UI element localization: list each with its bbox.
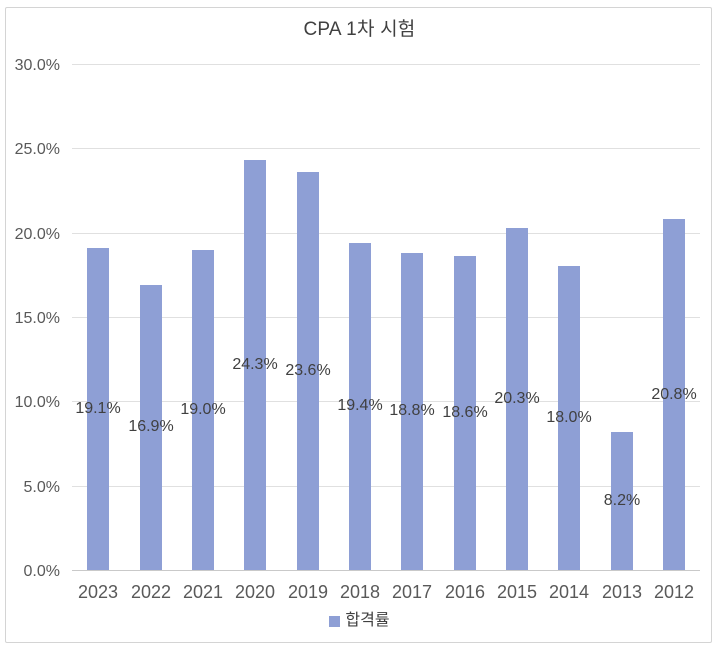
y-axis-tick-label: 0.0% bbox=[23, 563, 60, 580]
bar-2015 bbox=[506, 228, 528, 570]
data-label-2021: 19.0% bbox=[180, 401, 226, 418]
bar-2014 bbox=[558, 266, 580, 570]
chart-title: CPA 1차 시험 bbox=[303, 19, 416, 40]
bar-2013 bbox=[611, 432, 633, 570]
data-label-2018: 19.4% bbox=[337, 397, 383, 414]
data-label-2023: 19.1% bbox=[75, 400, 121, 417]
x-axis-tick-label-2022: 2022 bbox=[130, 582, 172, 602]
y-axis-tick-label: 25.0% bbox=[14, 141, 60, 158]
data-label-2016: 18.6% bbox=[442, 404, 488, 421]
x-axis-tick-label-2018: 2018 bbox=[339, 582, 381, 602]
data-label-2022: 16.9% bbox=[128, 418, 174, 435]
x-axis-tick-label-2013: 2013 bbox=[601, 582, 643, 602]
x-axis-tick-label-2020: 2020 bbox=[234, 582, 276, 602]
data-label-2015: 20.3% bbox=[494, 390, 540, 407]
bar-2012 bbox=[663, 219, 685, 570]
legend-label: 합격률 bbox=[345, 612, 390, 629]
data-label-2017: 18.8% bbox=[389, 402, 435, 419]
x-axis-tick-label-2017: 2017 bbox=[391, 582, 433, 602]
y-axis-tick-label: 10.0% bbox=[14, 394, 60, 411]
x-axis-tick-label-2021: 2021 bbox=[182, 582, 224, 602]
data-label-2014: 18.0% bbox=[546, 409, 592, 426]
bar-2023 bbox=[87, 248, 109, 570]
data-label-2013: 8.2% bbox=[603, 492, 641, 509]
y-axis-tick-label: 30.0% bbox=[14, 57, 60, 74]
x-axis-tick-label-2014: 2014 bbox=[548, 582, 590, 602]
x-axis-tick-label-2019: 2019 bbox=[287, 582, 329, 602]
bar-2020 bbox=[244, 160, 266, 570]
bar-2018 bbox=[349, 243, 371, 570]
gridline bbox=[72, 64, 700, 65]
x-axis-tick-label-2015: 2015 bbox=[496, 582, 538, 602]
x-axis-tick-label-2023: 2023 bbox=[77, 582, 119, 602]
gridline bbox=[72, 401, 700, 402]
data-label-2019: 23.6% bbox=[285, 362, 331, 379]
y-axis-tick-label: 15.0% bbox=[14, 310, 60, 327]
bar-2019 bbox=[297, 172, 319, 570]
gridline bbox=[72, 486, 700, 487]
legend-swatch-icon bbox=[329, 615, 341, 627]
bar-2022 bbox=[140, 285, 162, 570]
bar-2017 bbox=[401, 253, 423, 570]
data-label-2012: 20.8% bbox=[651, 386, 697, 403]
bar-2016 bbox=[454, 256, 476, 570]
gridline bbox=[72, 570, 700, 571]
gridline bbox=[72, 317, 700, 318]
data-label-2020: 24.3% bbox=[232, 356, 278, 373]
gridline bbox=[72, 233, 700, 234]
legend: 합격률 bbox=[0, 613, 719, 629]
x-axis-tick-label-2016: 2016 bbox=[444, 582, 486, 602]
gridline bbox=[72, 148, 700, 149]
y-axis-tick-label: 5.0% bbox=[23, 479, 60, 496]
y-axis-tick-label: 20.0% bbox=[14, 226, 60, 243]
bar-2021 bbox=[192, 250, 214, 570]
x-axis-tick-label-2012: 2012 bbox=[653, 582, 695, 602]
